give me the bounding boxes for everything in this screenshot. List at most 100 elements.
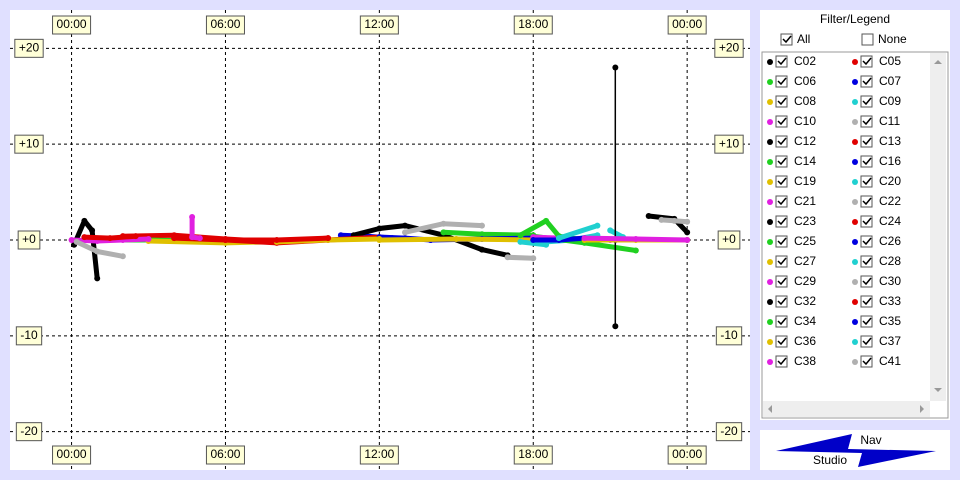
check: [862, 277, 872, 286]
legend-label[interactable]: C38: [794, 354, 816, 368]
check: [862, 217, 872, 226]
scroll-right[interactable]: [920, 405, 924, 413]
legend-checkbox[interactable]: [860, 55, 873, 68]
legend-checkbox[interactable]: [775, 315, 788, 328]
legend-checkbox[interactable]: [860, 355, 873, 368]
legend-checkbox[interactable]: [775, 115, 788, 128]
legend-dot: [852, 59, 858, 65]
legend-checkbox[interactable]: [860, 155, 873, 168]
check: [862, 197, 872, 206]
legend-checkbox[interactable]: [860, 275, 873, 288]
v-scrollbar[interactable]: [930, 53, 946, 401]
legend-checkbox[interactable]: [860, 315, 873, 328]
legend-label[interactable]: C11: [879, 114, 900, 128]
legend-checkbox[interactable]: [860, 235, 873, 248]
legend-label[interactable]: C23: [794, 214, 816, 228]
check: [862, 317, 872, 326]
legend-label[interactable]: C34: [794, 314, 816, 328]
legend-checkbox[interactable]: [860, 175, 873, 188]
studio-label[interactable]: Studio: [813, 453, 847, 467]
legend-checkbox[interactable]: [775, 75, 788, 88]
legend-label[interactable]: C13: [879, 134, 901, 148]
legend-checkbox[interactable]: [860, 195, 873, 208]
legend-label[interactable]: C37: [879, 334, 901, 348]
series-point: [145, 236, 152, 243]
legend-label[interactable]: C16: [879, 154, 901, 168]
legend-label[interactable]: C05: [879, 54, 901, 68]
legend-dot: [852, 199, 858, 205]
legend-checkbox[interactable]: [860, 115, 873, 128]
legend-label[interactable]: C25: [794, 234, 816, 248]
tick-box: [513, 445, 553, 465]
legend-label[interactable]: C22: [879, 194, 901, 208]
legend-label[interactable]: C26: [879, 234, 901, 248]
legend-label[interactable]: C10: [794, 114, 816, 128]
legend-checkbox[interactable]: [775, 175, 788, 188]
legend-label[interactable]: C14: [794, 154, 816, 168]
series-point: [581, 235, 588, 242]
legend-dot: [852, 339, 858, 345]
legend-dot: [767, 219, 773, 225]
tick-label: +20: [719, 41, 740, 55]
legend-checkbox[interactable]: [775, 55, 788, 68]
legend-label[interactable]: C30: [879, 274, 901, 288]
none-label[interactable]: None: [878, 32, 907, 46]
legend-label[interactable]: C06: [794, 74, 816, 88]
legend-checkbox[interactable]: [775, 95, 788, 108]
tick-label: -10: [20, 328, 38, 342]
legend-checkbox[interactable]: [775, 215, 788, 228]
legend-checkbox[interactable]: [860, 215, 873, 228]
all-checkbox[interactable]: [780, 33, 793, 46]
legend-checkbox[interactable]: [860, 95, 873, 108]
nav-label[interactable]: Nav: [860, 433, 881, 447]
check: [777, 57, 787, 66]
legend-label[interactable]: C12: [794, 134, 816, 148]
legend-dot: [852, 219, 858, 225]
legend-checkbox[interactable]: [860, 255, 873, 268]
legend-label[interactable]: C19: [794, 174, 816, 188]
legend-label[interactable]: C32: [794, 294, 816, 308]
legend-label[interactable]: C28: [879, 254, 901, 268]
none-checkbox[interactable]: [861, 33, 874, 46]
legend-label[interactable]: C07: [879, 74, 901, 88]
scroll-down[interactable]: [934, 388, 942, 392]
legend-label[interactable]: C29: [794, 274, 816, 288]
series-point: [196, 235, 203, 242]
legend-checkbox[interactable]: [775, 295, 788, 308]
legend-checkbox[interactable]: [860, 295, 873, 308]
all-label[interactable]: All: [797, 32, 810, 46]
legend-label[interactable]: C20: [879, 174, 901, 188]
legend-checkbox[interactable]: [775, 255, 788, 268]
legend-label[interactable]: C36: [794, 334, 816, 348]
legend-checkbox[interactable]: [775, 195, 788, 208]
legend-checkbox[interactable]: [775, 235, 788, 248]
tick-box: [715, 422, 743, 442]
legend-checkbox[interactable]: [775, 335, 788, 348]
legend-checkbox[interactable]: [775, 355, 788, 368]
tick-box: [205, 15, 245, 35]
legend-checkbox[interactable]: [860, 135, 873, 148]
scroll-up[interactable]: [934, 60, 942, 64]
scroll-left[interactable]: [768, 405, 772, 413]
legend-label[interactable]: C21: [794, 194, 816, 208]
series-point: [171, 235, 178, 242]
legend-checkbox[interactable]: [775, 275, 788, 288]
legend-label[interactable]: C02: [794, 54, 816, 68]
legend-checkbox[interactable]: [860, 75, 873, 88]
legend-checkbox[interactable]: [860, 335, 873, 348]
h-scrollbar[interactable]: [763, 401, 930, 417]
legend-label[interactable]: C35: [879, 314, 901, 328]
legend-label[interactable]: C09: [879, 94, 901, 108]
legend-label[interactable]: C41: [879, 354, 901, 368]
check: [777, 157, 787, 166]
legend-dot: [852, 319, 858, 325]
legend-label[interactable]: C08: [794, 94, 816, 108]
series-point: [671, 217, 678, 224]
check: [777, 277, 787, 286]
legend-checkbox[interactable]: [775, 135, 788, 148]
legend-checkbox[interactable]: [775, 155, 788, 168]
legend-label[interactable]: C33: [879, 294, 901, 308]
legend-label[interactable]: C24: [879, 214, 901, 228]
series-point: [517, 232, 524, 239]
legend-label[interactable]: C27: [794, 254, 816, 268]
